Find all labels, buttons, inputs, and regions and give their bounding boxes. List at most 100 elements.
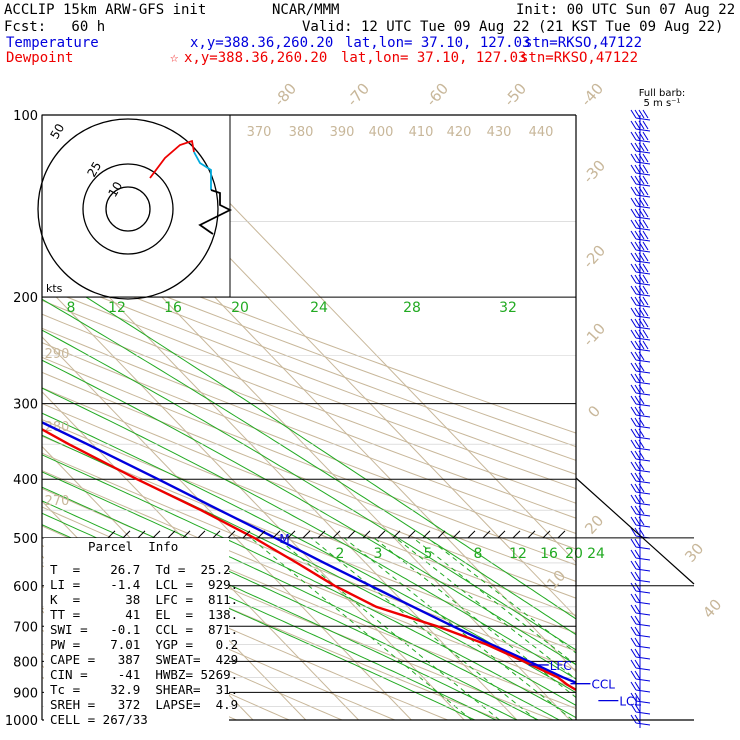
wind-barb: [630, 648, 651, 660]
mixing-ratio-label: 2: [336, 546, 345, 562]
forecast-hour: Fcst: 60 h: [4, 19, 106, 35]
theta-label: 420: [447, 125, 472, 140]
theta-e-label: 20: [231, 300, 249, 316]
temperature-profile: [42, 421, 576, 684]
pressure-tick-label: 800: [13, 655, 38, 670]
hatch-mark: [227, 530, 236, 539]
wind-barb: [630, 593, 651, 605]
hodograph-trace-red: [149, 139, 195, 179]
wind-barb: [630, 307, 651, 319]
wind-barb: [630, 362, 651, 374]
isotherm-label: -70: [343, 80, 373, 110]
hatch-mark: [182, 530, 191, 539]
valid-time: Valid: 12 UTC Tue 09 Aug 22 (21 KST Tue …: [302, 19, 724, 35]
theta-side-label: 280: [45, 420, 70, 435]
wind-barb: [630, 681, 651, 693]
pressure-tick-label: 700: [13, 620, 38, 635]
model-title: ACCLIP 15km ARW-GFS init: [4, 2, 207, 18]
wind-barb: [630, 230, 651, 242]
hatch-mark: [107, 530, 116, 539]
wind-barb: [630, 549, 651, 561]
wind-barb: [630, 263, 651, 275]
isotherm-label: -30: [579, 157, 609, 187]
wind-barb: [630, 472, 651, 484]
pressure-tick-label: 900: [13, 686, 38, 701]
isotherm-line: [42, 281, 465, 720]
hatch-mark: [542, 530, 551, 539]
isotherm-label: -50: [500, 80, 530, 110]
hatch-mark: [167, 530, 176, 539]
wind-barb: [630, 560, 651, 572]
star-icon: ☆: [170, 50, 179, 66]
hatch-mark: [407, 530, 416, 539]
mixing-ratio-label: 16: [540, 546, 558, 562]
hatch-mark: [422, 530, 431, 539]
org-label: NCAR/MMM: [272, 2, 340, 18]
barb-unit-label: 5 m s⁻¹: [644, 98, 681, 109]
wind-barb: [630, 219, 651, 231]
isotherm-label: -40: [577, 80, 607, 110]
wind-barb: [630, 428, 651, 440]
wind-barb: [630, 241, 651, 253]
wind-barb: [630, 670, 651, 682]
wind-barbs: Full barb:5 m s⁻¹: [630, 88, 686, 728]
isotherm-line: [144, 115, 576, 563]
plot-frame: [41, 114, 695, 721]
theta-e-label: 32: [499, 300, 517, 316]
mixing-ratio-label: 8: [474, 546, 483, 562]
theta-e-label: 28: [403, 300, 421, 316]
hodograph-ring: [82, 163, 174, 255]
wind-barb: [630, 274, 651, 286]
wind-barb: [630, 384, 651, 396]
wind-barb: [630, 582, 651, 594]
wind-barb: [630, 153, 651, 165]
hatch-mark: [332, 530, 341, 539]
dewpoint-latlon: lat,lon= 37.10, 127.03: [341, 50, 527, 66]
wind-barb: [630, 395, 651, 407]
mixing-ratio-label: 5: [424, 546, 433, 562]
wind-barb: [630, 197, 651, 209]
parcel-title: Parcel Info: [88, 539, 179, 554]
isotherm-line: [42, 336, 412, 720]
hatch-mark: [152, 530, 161, 539]
wind-barb: [630, 615, 651, 627]
wind-barb: [630, 417, 651, 429]
temperature-latlon: lat,lon= 37.10, 127.03: [345, 35, 531, 51]
dewpoint-legend: Dewpoint: [6, 50, 74, 66]
dewpoint-xy: x,y=388.36,260.20: [184, 50, 328, 66]
wind-barb: [630, 604, 651, 616]
moist-adiabat: [42, 500, 518, 720]
wind-barb: [630, 483, 651, 495]
isotherm-label: 0: [584, 402, 604, 421]
hatch-mark: [122, 530, 131, 539]
theta-label: 380: [289, 125, 314, 140]
wind-barb: [630, 131, 651, 143]
mixing-ratio-label: 3: [374, 546, 383, 562]
theta-label: 370: [247, 125, 272, 140]
level-label-ccl: CCL: [591, 678, 615, 692]
wind-barb: [630, 120, 651, 132]
hatch-mark: [377, 530, 386, 539]
parcel-row-tt: TT = 41 EL = 138.: [50, 607, 239, 622]
theta-label: 430: [487, 125, 512, 140]
hodograph-ring: [37, 118, 219, 300]
wind-barb: [630, 538, 651, 550]
wind-barb: [630, 494, 651, 506]
mixing-ratio-label: 12: [509, 546, 527, 562]
moist-adiabat: [42, 454, 576, 719]
mixing-ratio-label: 24: [587, 546, 605, 562]
hatch-mark: [137, 530, 146, 539]
moist-adiabat: [42, 471, 560, 720]
isotherm-label: 20: [581, 512, 607, 538]
parcel-row-li: LI = -1.4 LCL = 929.: [50, 577, 239, 592]
full-barb-label: Full barb:: [639, 88, 686, 99]
theta-e-label: 16: [164, 300, 182, 316]
hodograph-frame: [41, 114, 231, 298]
parcel-row-tc: Tc = 32.9 SHEAR= 31.: [50, 682, 239, 697]
hodograph-unit-label: kts: [46, 282, 63, 295]
wind-barb: [630, 208, 651, 220]
hatch-mark: [212, 530, 221, 539]
hatch-mark: [197, 530, 206, 539]
hatch-mark: [347, 530, 356, 539]
